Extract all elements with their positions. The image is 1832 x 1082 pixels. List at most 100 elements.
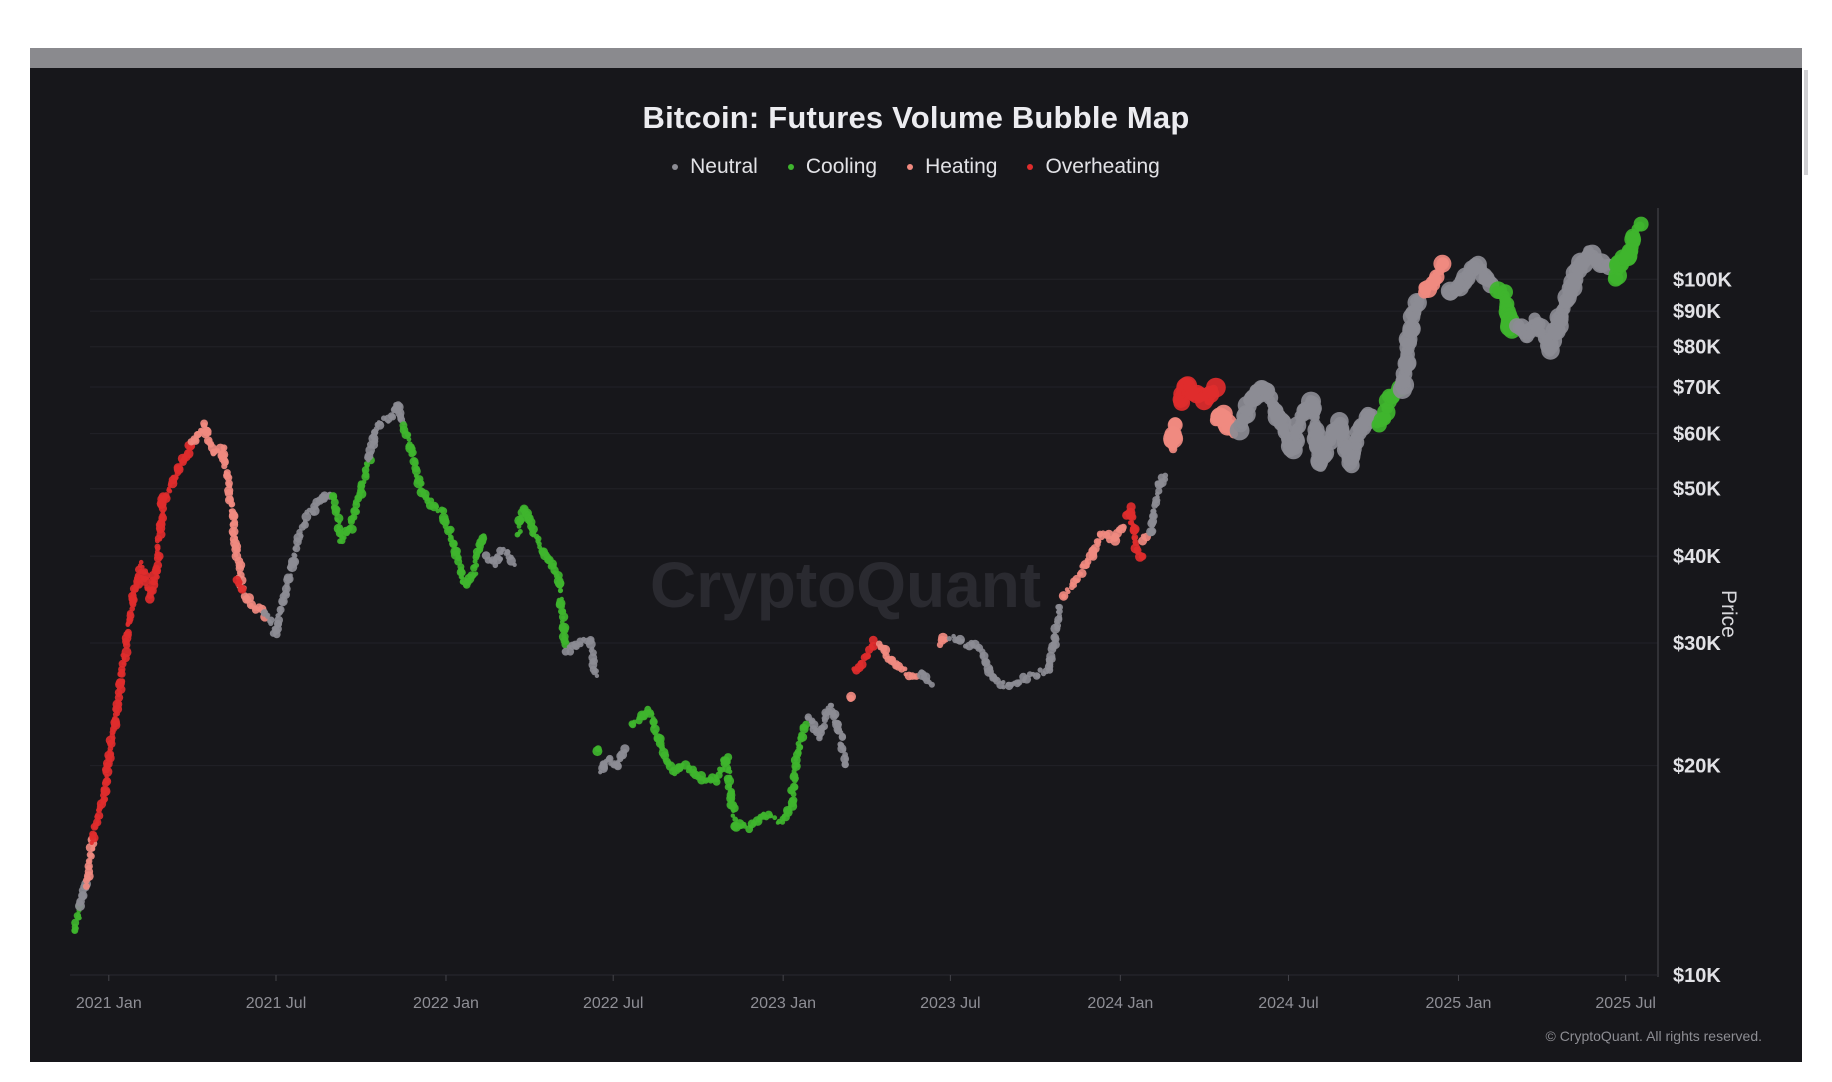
x-tick-label-2: 2022 Jan: [413, 995, 479, 1012]
bubble-overheating-3-162: [162, 492, 170, 499]
scrollbar-thumb[interactable]: [1804, 70, 1808, 175]
bubble-cooling-15-129: [789, 771, 799, 780]
bubble-overheating-3-22: [100, 786, 108, 793]
legend-item-overheating[interactable]: Overheating: [1027, 155, 1160, 179]
bubble-cooling-15-135: [793, 757, 799, 762]
bubble-neutral-6-10: [272, 626, 280, 635]
bubble-neutral-22-42: [1035, 673, 1041, 679]
bubble-neutral-6-37: [289, 557, 300, 567]
bubble-overheating-24-7: [1129, 513, 1137, 521]
bubble-overheating-18-13: [868, 635, 878, 645]
legend-dot-cooling: [787, 164, 794, 170]
bubble-neutral-14-12: [613, 762, 622, 771]
bubble-neutral-6-31: [288, 573, 293, 578]
bubble-cooling-15-66: [721, 756, 731, 765]
bubble-heating-4-47: [229, 502, 234, 508]
bubble-cooling-7-32: [350, 506, 359, 516]
bubble-overheating-3-171: [174, 475, 179, 480]
legend-item-heating[interactable]: Heating: [907, 155, 997, 179]
bubble-cooling-7-46: [361, 472, 370, 481]
bubble-cooling-9-39: [440, 507, 448, 515]
bubble-cooling-7-3: [330, 498, 339, 507]
bubble-cooling-7-20: [342, 535, 347, 540]
bubble-cooling-15-149: [802, 720, 811, 729]
bubble-neutral-16-46: [841, 761, 849, 769]
bubble-neutral-16-41: [841, 747, 847, 753]
bubble-neutral-22-43: [1037, 667, 1043, 673]
x-tick-label-1: 2021 Jul: [246, 995, 307, 1012]
bubble-cooling-7-25: [346, 524, 353, 532]
bubble-heating-17-1: [846, 691, 856, 702]
bubble-neutral-16-44: [843, 757, 849, 762]
bubble-overheating-3-31: [104, 761, 112, 768]
bubble-cooling-9-50: [448, 534, 454, 540]
bubble-cooling-11-25: [535, 535, 542, 542]
bubble-neutral-8-9: [368, 433, 379, 444]
bubble-neutral-6-13: [274, 615, 284, 625]
bubble-overheating-3-110: [140, 565, 145, 569]
bubble-cooling-37-22: [1633, 216, 1649, 232]
bubble-neutral-10-11: [501, 546, 506, 552]
bubble-neutral-6-54: [301, 511, 312, 522]
bubble-overheating-3-42: [110, 735, 116, 741]
legend-item-neutral[interactable]: Neutral: [672, 155, 758, 179]
bubble-cooling-15-125: [789, 782, 799, 791]
bubble-cooling-15-107: [772, 815, 778, 821]
bubble-cooling-11-57: [561, 615, 566, 620]
bubble-overheating-3-83: [124, 628, 132, 637]
bubble-overheating-3-156: [160, 509, 166, 514]
bubble-overheating-3-75: [121, 647, 132, 658]
bubble-cooling-11-47: [558, 588, 564, 593]
bubble-heating-4-72: [235, 564, 244, 573]
bubble-cooling-11-7: [518, 516, 524, 522]
bubble-cooling-15-120: [789, 796, 798, 805]
legend-item-cooling[interactable]: Cooling: [787, 155, 878, 179]
x-tick-label-4: 2023 Jan: [750, 995, 816, 1012]
bubble-heating-23-1: [1058, 591, 1069, 601]
x-tick-label-3: 2022 Jul: [583, 995, 644, 1012]
bubble-neutral-20-5: [928, 681, 935, 688]
bubble-neutral-8-19: [386, 419, 391, 424]
legend-label-heating: Heating: [925, 155, 998, 178]
bubble-overheating-28-28: [1206, 377, 1226, 398]
bubble-cooling-13-1: [594, 745, 602, 753]
bubble-neutral-10-18: [512, 562, 517, 567]
bubble-overheating-3-11: [94, 813, 101, 821]
legend-label-neutral: Neutral: [690, 155, 758, 178]
bubble-cooling-11-45: [556, 581, 564, 589]
bubble-cooling-15-70: [727, 769, 733, 775]
bubble-cooling-15-85: [731, 808, 736, 813]
bubble-overheating-3-4: [91, 831, 98, 837]
legend-label-cooling: Cooling: [805, 155, 878, 178]
y-tick-label-3: $70K: [1673, 377, 1721, 399]
bubble-neutral-26-9: [1151, 508, 1157, 514]
bubble-heating-23-3: [1066, 589, 1071, 594]
bubble-neutral-22-35: [1016, 679, 1023, 686]
legend-label-overheating: Overheating: [1045, 155, 1160, 178]
bubble-cooling-9-43: [441, 517, 450, 527]
bubble-overheating-3-9: [93, 818, 102, 827]
bubble-neutral-26-17: [1155, 487, 1163, 495]
bubble-overheating-3-181: [183, 448, 194, 459]
y-tick-label-1: $90K: [1673, 301, 1721, 323]
y-tick-label-4: $60K: [1673, 424, 1721, 446]
bubble-cooling-9-6: [406, 436, 412, 442]
y-tick-label-8: $20K: [1673, 756, 1721, 778]
y-tick-label-7: $30K: [1673, 633, 1721, 655]
bubble-neutral-8-21: [389, 413, 397, 421]
bubble-cooling-15-106: [768, 813, 774, 819]
x-tick-label-8: 2025 Jan: [1426, 995, 1492, 1012]
bubble-neutral-22-29: [1001, 685, 1006, 690]
bubble-overheating-5-4: [237, 584, 247, 594]
bubble-heating-4-14: [207, 431, 212, 436]
bubble-neutral-8-16: [378, 421, 383, 426]
bubble-overheating-3-90: [126, 610, 134, 617]
bubble-heating-4-32: [221, 463, 228, 470]
bubble-heating-4-25: [220, 444, 228, 452]
bubble-heating-4-42: [224, 486, 234, 496]
bubble-heating-2-12: [86, 851, 94, 859]
bubble-heating-4-55: [229, 520, 239, 530]
bubble-overheating-3-142: [154, 543, 161, 550]
x-tick-label-5: 2023 Jul: [920, 995, 981, 1012]
bubble-overheating-3-109: [138, 559, 144, 565]
